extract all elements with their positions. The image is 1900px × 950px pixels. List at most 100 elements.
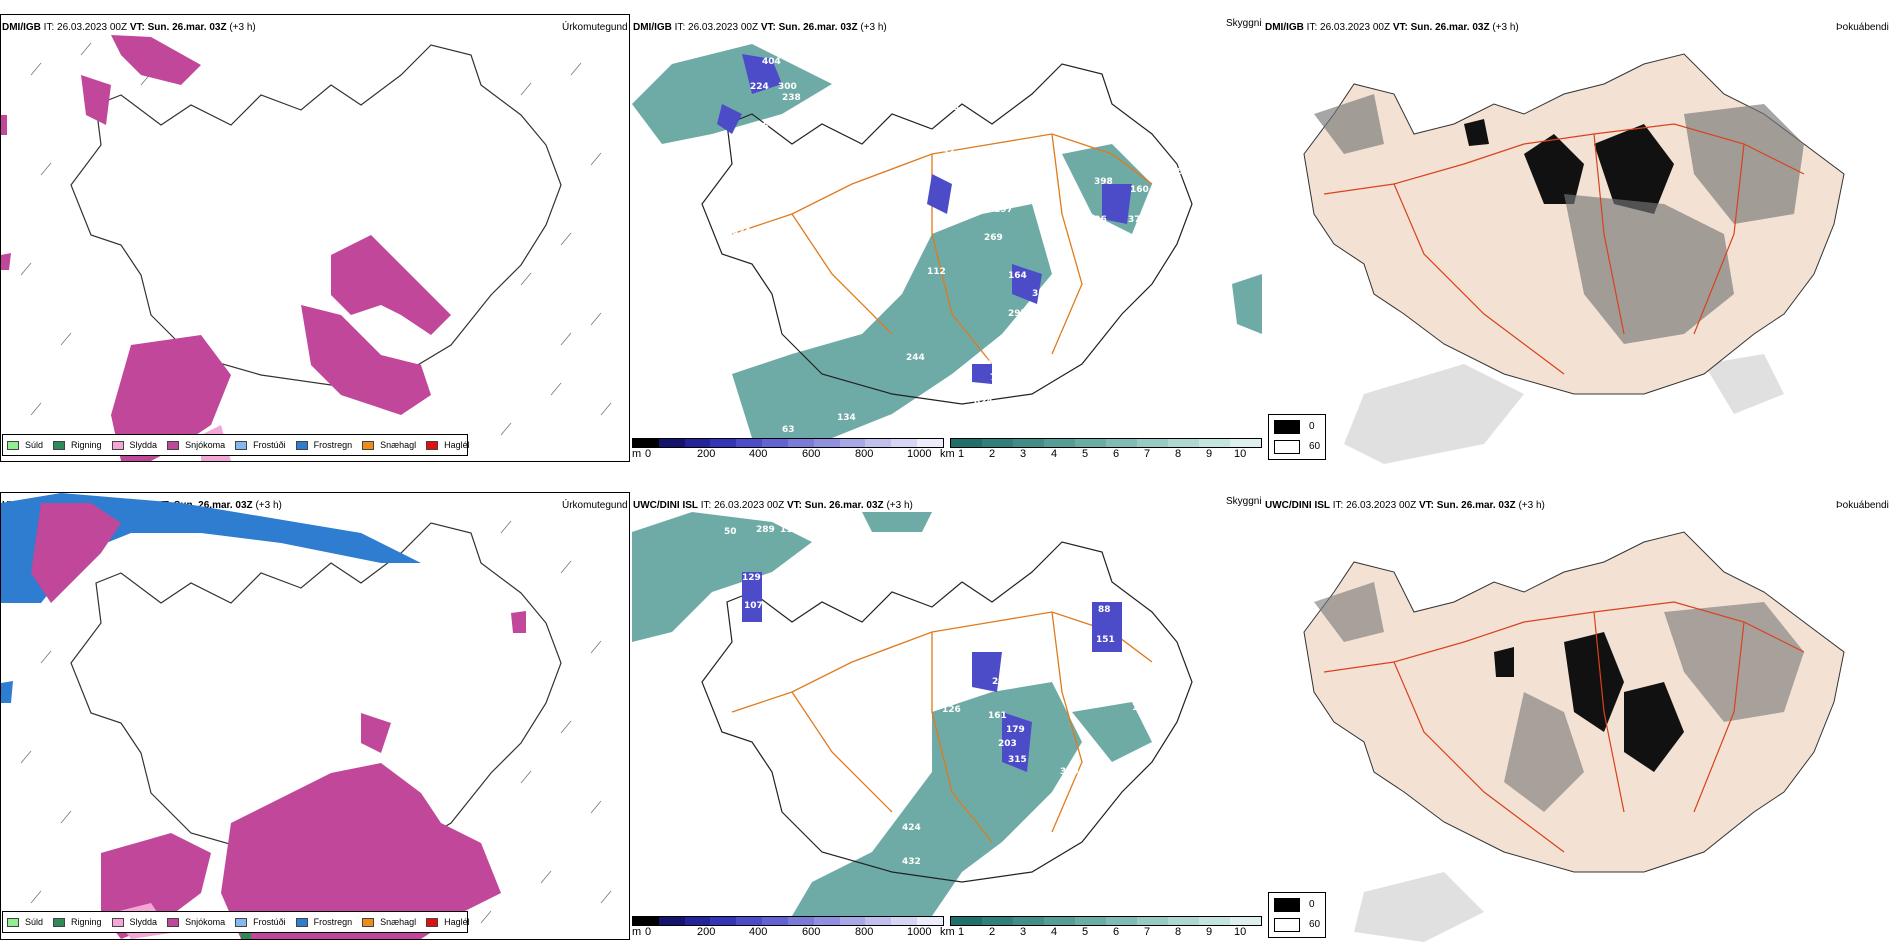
fog-header: DMI/IGB IT: 26.03.2023 00Z VT: Sun. 26.m… bbox=[1265, 22, 1519, 33]
fog-title: Þokuábendi bbox=[1836, 22, 1889, 33]
num: 107 bbox=[744, 601, 763, 611]
fog-title: Þokuábendi bbox=[1836, 500, 1889, 511]
num: 205 bbox=[756, 137, 775, 147]
offshore-fog bbox=[1354, 872, 1484, 942]
vis-tick: 5 bbox=[1082, 926, 1089, 938]
num: 369 bbox=[1060, 767, 1079, 777]
vis-colorbar bbox=[950, 916, 1262, 926]
red-roads bbox=[1323, 601, 1805, 853]
cloud-header: DMI/IGB IT: 26.03.2023 00Z VT: Sun. 26.m… bbox=[633, 22, 887, 33]
num: 151 bbox=[1096, 635, 1115, 645]
cloud-map: 50 289 117 129 107 101 88 151 155 218 21… bbox=[632, 512, 1193, 916]
red-roads bbox=[1323, 123, 1805, 375]
num: 404 bbox=[762, 57, 781, 67]
legend-item-slydda: Slydda bbox=[111, 440, 157, 450]
num: 126 bbox=[942, 705, 961, 715]
base-tick: 1000 bbox=[907, 448, 932, 460]
vis-tick: 9 bbox=[1206, 926, 1213, 938]
num: 210 bbox=[992, 677, 1011, 687]
iceland-outline bbox=[70, 522, 562, 864]
vis-tick: 7 bbox=[1144, 448, 1151, 460]
fog-dark-areas bbox=[1494, 632, 1684, 772]
precip-title: Úrkomutegund bbox=[562, 22, 628, 33]
vis-tick: 4 bbox=[1051, 926, 1058, 938]
vis-tick: 8 bbox=[1175, 926, 1182, 938]
num: 236 bbox=[1164, 167, 1183, 177]
swatch bbox=[295, 917, 308, 927]
num: 224 bbox=[750, 82, 769, 92]
vis-tick: 10 bbox=[1234, 926, 1247, 938]
base-tick: 0 bbox=[645, 926, 652, 938]
fog-header: UWC/DINI ISL IT: 26.03.2023 00Z VT: Sun.… bbox=[1265, 500, 1545, 511]
cloud-title: Skyggni bbox=[1226, 496, 1262, 507]
base-tick: 1000 bbox=[907, 926, 932, 938]
row-1: DMI/IGB IT: 26.03.2023 00Z VT: Sun. 26.m… bbox=[0, 0, 1900, 470]
legend-item-sudl: Súld bbox=[7, 440, 43, 450]
vis-colorbar bbox=[950, 438, 1262, 448]
legend-item-frostudi: Frostúði bbox=[235, 440, 286, 450]
vis-tick: 6 bbox=[1113, 448, 1120, 460]
swatch bbox=[7, 917, 19, 927]
swatch bbox=[295, 440, 308, 450]
vis-tick: 6 bbox=[1113, 926, 1120, 938]
num: 238 bbox=[782, 93, 801, 103]
num: 946 bbox=[982, 357, 1001, 367]
num: 286 bbox=[1140, 143, 1159, 153]
swatch bbox=[362, 440, 375, 450]
row-2: UWC/DINI ISL IT: 26.03.2023 00Z VT: Sun.… bbox=[0, 475, 1900, 950]
roads bbox=[731, 611, 1153, 843]
swatch bbox=[111, 440, 124, 450]
blue-base-areas bbox=[717, 54, 1132, 384]
fog-label-60: 60 bbox=[1309, 441, 1321, 452]
num: 297 bbox=[1008, 309, 1027, 319]
precip-legend: Súld Rigning Slydda Snjókoma Frostúði Fr… bbox=[2, 911, 470, 933]
legend-item-rigning: Rigning bbox=[53, 917, 102, 927]
precip-map bbox=[1, 35, 612, 461]
num: 372 bbox=[1128, 215, 1147, 225]
num: 398 bbox=[1094, 177, 1113, 187]
fog-label-60: 60 bbox=[1309, 919, 1321, 930]
iceland-outline bbox=[701, 63, 1193, 405]
vis-tick: 1 bbox=[958, 926, 965, 938]
swatch bbox=[111, 917, 124, 927]
vis-unit: km bbox=[940, 448, 955, 460]
base-numbers: 404 224 300 238 295 205 50 324 311 93 74… bbox=[698, 57, 1183, 435]
num: 63 bbox=[782, 425, 795, 435]
vis-tick: 10 bbox=[1234, 448, 1247, 460]
wind-barbs bbox=[20, 520, 612, 924]
legend-item-slydda: Slydda bbox=[111, 917, 157, 927]
num: 596 bbox=[1088, 215, 1107, 225]
num: 50 bbox=[724, 527, 737, 537]
fog-swatch-0 bbox=[1274, 420, 1300, 434]
num: 134 bbox=[837, 413, 856, 423]
num: 311 bbox=[698, 237, 717, 247]
num: 432 bbox=[902, 857, 921, 867]
swatch bbox=[235, 440, 248, 450]
num: 197 bbox=[994, 205, 1013, 215]
base-colorbar bbox=[632, 916, 944, 926]
num: 315 bbox=[1008, 755, 1027, 765]
num: 218 bbox=[1000, 663, 1019, 673]
num: 160 bbox=[1130, 185, 1149, 195]
base-tick: 200 bbox=[697, 926, 716, 938]
swatch bbox=[362, 917, 375, 927]
base-tick: 200 bbox=[697, 448, 716, 460]
num: 269 bbox=[984, 233, 1003, 243]
teal-vis-areas bbox=[632, 512, 1152, 916]
legend-item-haglel: Haglél bbox=[426, 917, 470, 927]
num: 203 bbox=[998, 739, 1017, 749]
legend-item-snjokoma: Snjókoma bbox=[167, 917, 225, 927]
legend-item-frostregn: Frostregn bbox=[295, 917, 352, 927]
cloud-title: Skyggni bbox=[1226, 18, 1262, 29]
vis-tick: 1 bbox=[958, 448, 965, 460]
num: 112 bbox=[942, 153, 961, 163]
base-numbers: 50 289 117 129 107 101 88 151 155 218 21… bbox=[724, 525, 1151, 891]
vis-tick: 9 bbox=[1206, 448, 1213, 460]
snow-areas bbox=[31, 503, 526, 939]
num: 93 bbox=[947, 103, 960, 113]
num: 179 bbox=[1006, 725, 1025, 735]
swatch bbox=[53, 917, 66, 927]
num: 244 bbox=[906, 353, 925, 363]
legend-item-frostudi: Frostúði bbox=[235, 917, 286, 927]
base-tick: 400 bbox=[749, 926, 768, 938]
